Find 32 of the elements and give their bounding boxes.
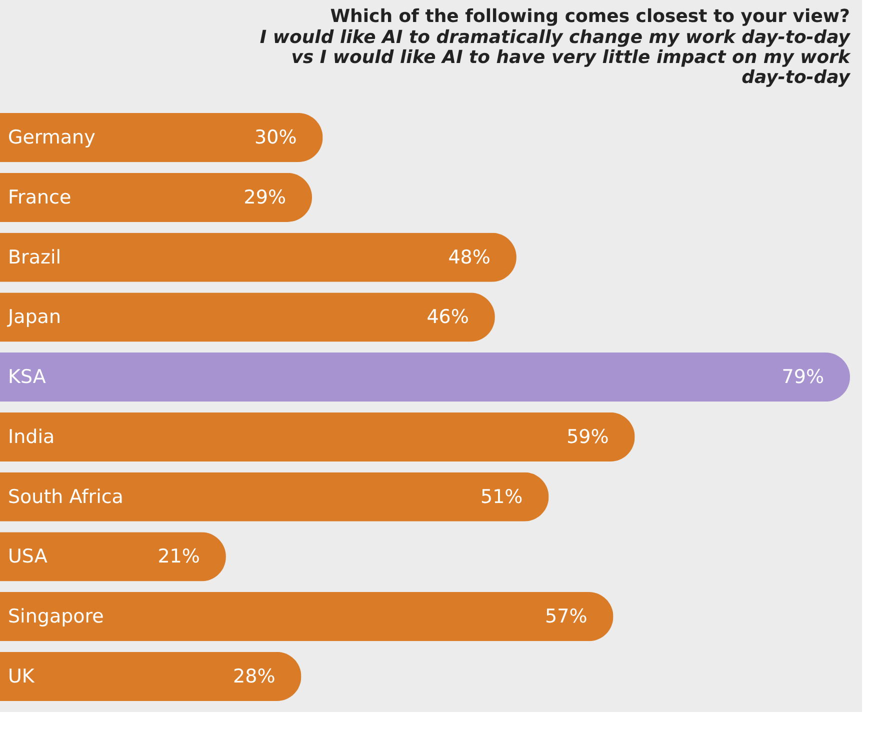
bar: [0, 352, 850, 402]
bar: [0, 472, 549, 522]
y-tick-label: Singapore: [8, 606, 104, 628]
data-label: 59%: [566, 426, 609, 448]
chart-subtitle: I would like AI to dramatically change my work day-to-day vs I would like AI to have very little impact on my work day-to-day: [260, 27, 852, 88]
y-tick-label: Germany: [8, 126, 96, 149]
bar: [0, 532, 226, 582]
data-label: 79%: [782, 366, 824, 388]
y-tick-label: India: [8, 426, 55, 448]
data-label: 30%: [254, 126, 297, 149]
chart-title: Which of the following comes closest to your view?: [330, 6, 850, 27]
bar: [0, 112, 323, 162]
bar: [0, 412, 635, 462]
data-label: 57%: [545, 606, 588, 628]
y-tick-label: South Africa: [8, 486, 124, 508]
data-label: 28%: [233, 665, 276, 688]
data-label: 46%: [426, 306, 469, 328]
bar: [0, 232, 516, 282]
data-label: 51%: [480, 486, 523, 508]
y-tick-label: Brazil: [8, 246, 62, 268]
bar: [0, 172, 312, 222]
data-label: 29%: [244, 186, 286, 208]
y-tick-label: Japan: [7, 306, 61, 328]
y-tick-label: USA: [8, 546, 48, 568]
y-tick-label: France: [8, 186, 72, 208]
bar: [0, 592, 614, 642]
data-label: 48%: [448, 246, 490, 268]
y-tick-label: KSA: [8, 366, 46, 388]
data-label: 21%: [158, 546, 200, 568]
bar: [0, 292, 495, 342]
bar: [0, 652, 302, 702]
y-tick-label: UK: [8, 665, 35, 688]
